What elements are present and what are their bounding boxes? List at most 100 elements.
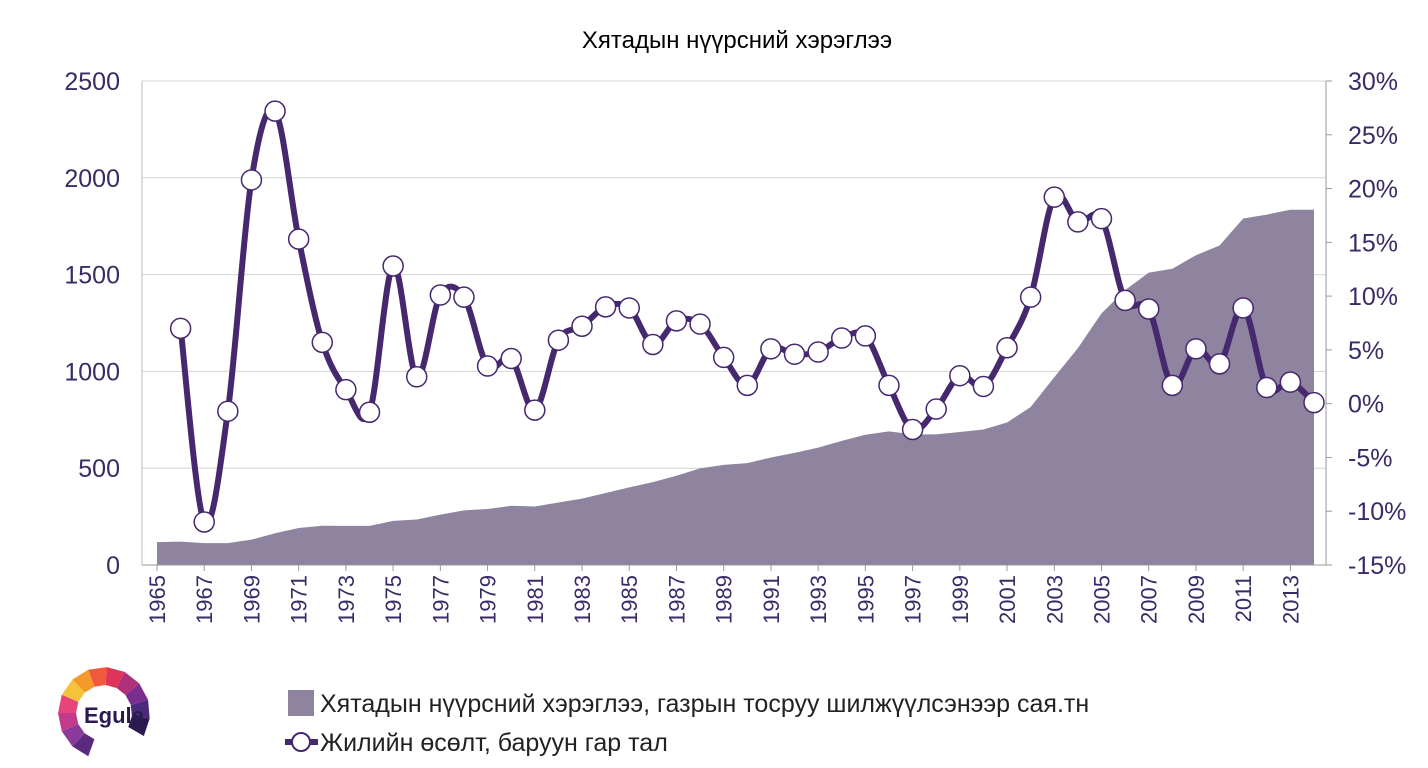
growth-point (878, 374, 900, 397)
logo-ring-icon (58, 667, 150, 757)
egule-logo: Egule (58, 667, 150, 757)
growth-point (476, 355, 499, 377)
growth-point (665, 310, 688, 332)
x-tick-label: 2013 (1278, 575, 1303, 624)
growth-point (689, 313, 711, 335)
logo-segment (58, 694, 79, 713)
x-tick-label: 2009 (1184, 575, 1209, 624)
legend-label-area: Хятадын нүүрсний хэрэглээ, газрын тосруу… (320, 690, 1089, 718)
right-tick-label: -5% (1348, 444, 1392, 472)
legend-label-line: Жилийн өсөлт, баруун гар тал (320, 729, 668, 757)
x-tick-label: 2005 (1089, 575, 1114, 624)
growth-points-layer (169, 100, 1325, 533)
left-tick-label: 1500 (64, 262, 120, 290)
growth-point (1090, 207, 1113, 230)
growth-point (571, 315, 593, 337)
growth-point (712, 346, 735, 369)
left-tick-label: 1000 (64, 358, 120, 386)
growth-point (925, 398, 947, 420)
growth-point (1137, 298, 1160, 320)
x-tick-label: 2003 (1042, 575, 1067, 624)
growth-point (618, 297, 640, 319)
growth-point (783, 343, 806, 365)
logo-segment (128, 716, 150, 736)
coal-consumption-area (157, 209, 1314, 565)
growth-point (524, 399, 546, 421)
chart-title: Хятадын нүүрсний хэрэглээ (582, 27, 892, 54)
growth-point (972, 375, 995, 398)
right-tick-label: 5% (1348, 337, 1384, 365)
legend-swatch-area (288, 690, 314, 716)
growth-point (736, 374, 759, 397)
growth-point (500, 347, 522, 370)
growth-point (831, 327, 853, 349)
x-tick-label: 1979 (476, 575, 501, 624)
right-tick-label: 0% (1348, 391, 1384, 419)
growth-point (1019, 286, 1042, 308)
x-tick-label: 1977 (428, 575, 453, 624)
growth-point (193, 511, 215, 533)
growth-point (1114, 289, 1136, 312)
growth-point (1043, 186, 1066, 208)
right-tick-label: -10% (1348, 498, 1406, 526)
logo-segment (88, 667, 107, 687)
x-tick-label: 1999 (948, 575, 973, 624)
right-axis-ticks: -15% -10% -5% 0% 5% 10% 15% 20% 25% 30% (1326, 68, 1406, 580)
x-tick-label: 1983 (570, 575, 595, 624)
x-tick-label: 1985 (617, 575, 642, 624)
left-axis-ticks: 0 500 1000 1500 2000 2500 (64, 68, 120, 580)
x-tick-label: 2001 (995, 575, 1020, 624)
x-tick-label: 1967 (192, 575, 217, 624)
logo-segment (72, 669, 95, 693)
growth-point (949, 364, 971, 387)
x-tick-label: 1991 (759, 575, 784, 624)
growth-point (217, 400, 239, 422)
growth-point (1161, 374, 1184, 397)
legend-swatch-marker (291, 732, 311, 752)
right-tick-label: 10% (1348, 283, 1398, 311)
growth-point (405, 366, 428, 388)
growth-point (335, 378, 357, 401)
x-tick-label: 1975 (381, 575, 406, 624)
growth-point (547, 329, 570, 351)
growth-point (287, 228, 310, 250)
growth-point (760, 338, 782, 360)
x-tick-label: 1995 (853, 575, 878, 624)
growth-point (311, 331, 334, 354)
growth-point (1185, 338, 1207, 360)
right-tick-label: 30% (1348, 68, 1398, 96)
logo-segment (116, 671, 140, 696)
x-tick-label: 1981 (523, 575, 548, 624)
growth-point (1067, 211, 1089, 233)
logo-segment (130, 699, 150, 719)
growth-point (358, 401, 381, 424)
right-tick-label: 25% (1348, 122, 1398, 150)
logo-segment (72, 733, 95, 757)
left-tick-label: 2500 (64, 68, 120, 96)
legend: Хятадын нүүрсний хэрэглээ, газрын тосруу… (285, 690, 1089, 757)
growth-point (1232, 297, 1254, 319)
logo-text: Egule (84, 703, 144, 728)
growth-point (901, 418, 924, 441)
growth-point (453, 286, 475, 308)
x-tick-label: 1987 (664, 575, 689, 624)
growth-point (169, 317, 192, 340)
x-tick-label: 1989 (712, 575, 737, 624)
x-tick-label: 1997 (901, 575, 926, 624)
growth-point (1279, 371, 1302, 393)
area-series-layer (157, 209, 1314, 565)
growth-point (382, 255, 404, 277)
growth-point (996, 336, 1018, 359)
logo-segment (58, 713, 79, 732)
right-tick-label: 15% (1348, 229, 1398, 257)
growth-point (594, 296, 617, 318)
x-tick-label: 2011 (1231, 575, 1256, 622)
growth-point (854, 325, 877, 347)
right-tick-label: 20% (1348, 176, 1398, 204)
left-tick-label: 500 (78, 455, 120, 483)
left-tick-label: 0 (106, 552, 120, 580)
growth-point (429, 284, 452, 306)
x-tick-label: 2007 (1137, 575, 1162, 624)
logo-segment (61, 724, 85, 747)
